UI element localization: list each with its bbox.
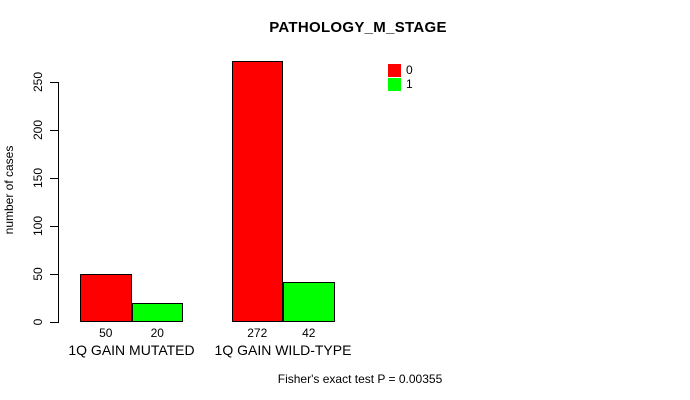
bar-0-0 (80, 274, 132, 323)
y-tick (50, 322, 58, 324)
bar-value-label: 42 (302, 325, 316, 340)
legend-swatch-1 (388, 77, 401, 91)
bar-value-label: 50 (99, 325, 113, 340)
y-tick-label: 200 (31, 120, 45, 141)
y-tick-label: 50 (31, 267, 45, 281)
legend-label-0: 0 (406, 63, 413, 77)
footnote-pvalue: Fisher's exact test P = 0.00355 (277, 372, 443, 386)
category-label: 1Q GAIN WILD-TYPE (214, 342, 352, 358)
bar-1-1 (283, 281, 335, 323)
bar-value-label: 20 (150, 325, 164, 340)
y-tick-label: 0 (31, 318, 45, 326)
legend-label-1: 1 (406, 76, 413, 91)
y-tick-label: 100 (31, 216, 45, 237)
y-axis-line (58, 82, 59, 324)
y-axis-label: number of cases (2, 145, 16, 235)
bar-value-label: 272 (247, 325, 268, 340)
y-tick (50, 178, 58, 180)
bar-0-1 (231, 60, 283, 323)
y-tick (50, 274, 58, 276)
chart-title: PATHOLOGY_M_STAGE (269, 19, 447, 36)
y-tick (50, 130, 58, 132)
bar-1-0 (131, 303, 183, 323)
y-tick-label: 150 (31, 168, 45, 189)
y-tick (50, 226, 58, 228)
y-tick (50, 82, 58, 83)
y-tick-label: 250 (31, 71, 45, 93)
legend-swatch-0 (388, 64, 401, 77)
category-label: 1Q GAIN MUTATED (68, 342, 195, 358)
